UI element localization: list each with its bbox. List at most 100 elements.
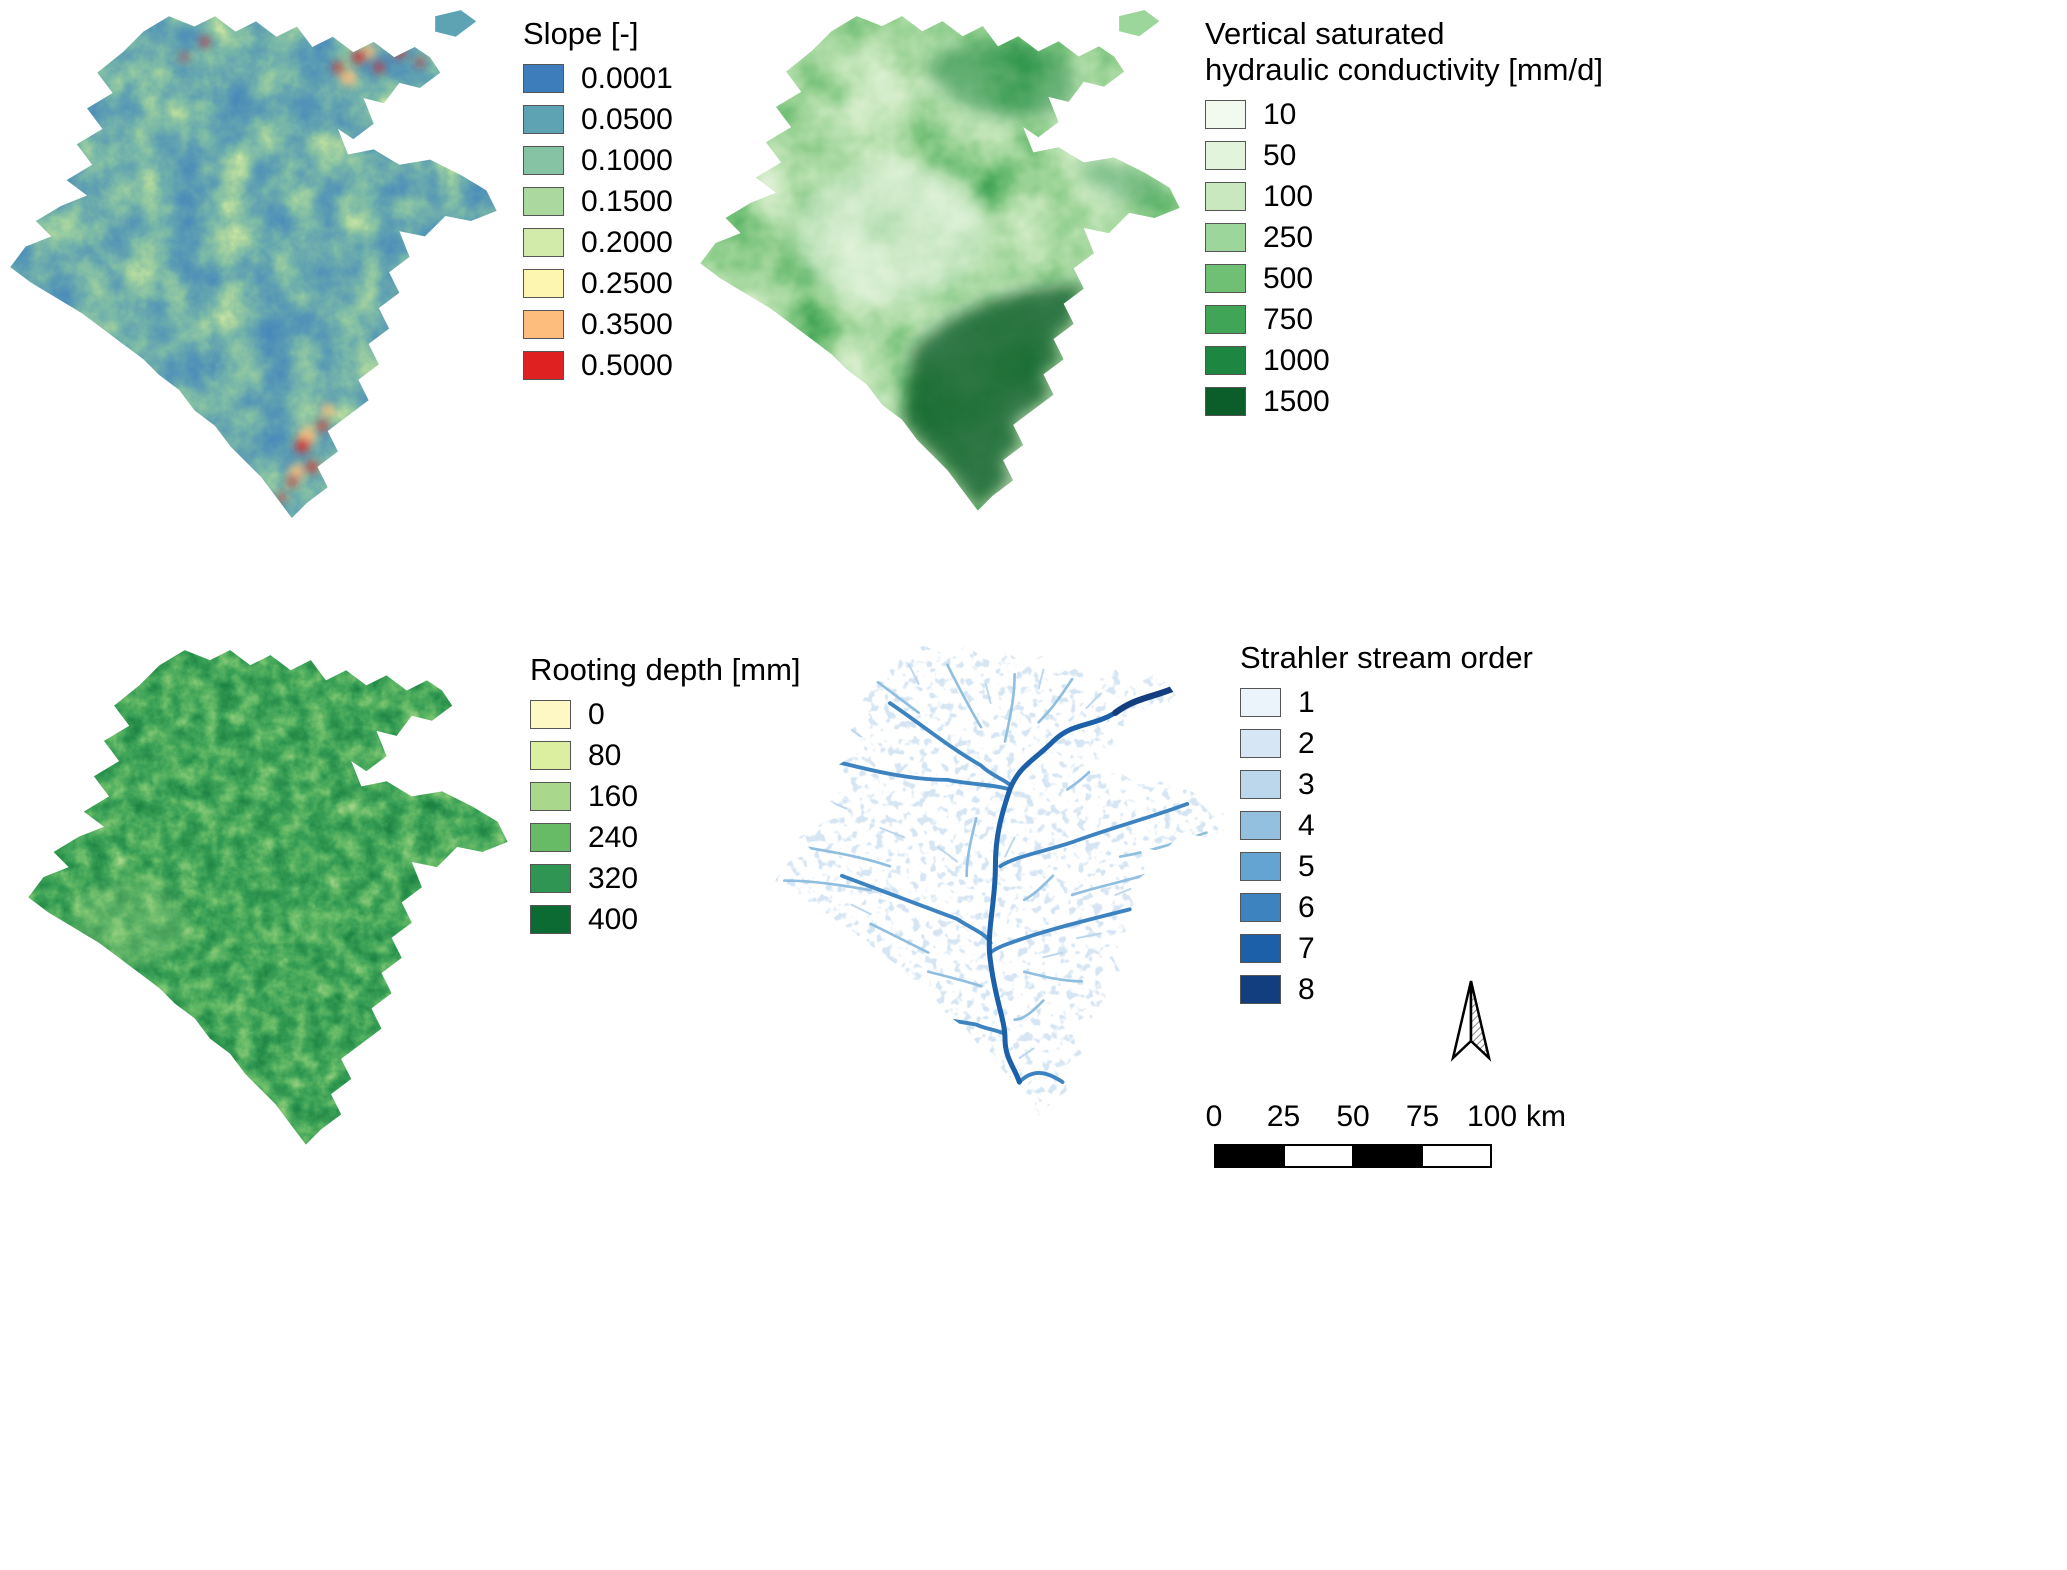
legend-class-row: 2 bbox=[1240, 726, 1533, 760]
legend-class-row: 0.2500 bbox=[523, 266, 673, 300]
legend-swatch bbox=[530, 782, 571, 811]
legend-class-row: 0.3500 bbox=[523, 307, 673, 341]
scale-tick-label: 0 bbox=[1205, 1100, 1223, 1133]
legend-swatch bbox=[523, 64, 564, 93]
legend-swatch bbox=[530, 823, 571, 852]
legend-swatch bbox=[523, 187, 564, 216]
legend-class-label: 4 bbox=[1298, 808, 1315, 842]
legend-class-row: 250 bbox=[1205, 220, 1603, 254]
legend-class-row: 1 bbox=[1240, 685, 1533, 719]
legend-swatch bbox=[523, 351, 564, 380]
legend-class-row: 8 bbox=[1240, 972, 1533, 1006]
legend-class-row: 240 bbox=[530, 820, 801, 854]
legend-swatch bbox=[1240, 811, 1281, 840]
legend-class-row: 0 bbox=[530, 698, 801, 731]
ksat-map bbox=[700, 10, 1180, 511]
scale-tick-label: 75 bbox=[1405, 1100, 1440, 1133]
legend-swatch bbox=[1240, 688, 1281, 717]
legend-class-row: 160 bbox=[530, 779, 801, 813]
legend-swatch bbox=[1205, 305, 1246, 334]
legend-class-row: 0.2000 bbox=[523, 226, 673, 259]
legend-swatch bbox=[1205, 346, 1246, 375]
legend-swatch bbox=[523, 146, 564, 175]
legend-class-label: 0.1500 bbox=[581, 184, 673, 218]
legend-class-row: 0.0500 bbox=[523, 102, 673, 136]
legend-class-row: 1500 bbox=[1205, 384, 1603, 418]
legend-class-row: 100 bbox=[1205, 179, 1603, 213]
legend-class-label: 1 bbox=[1298, 685, 1315, 719]
legend-class-label: 750 bbox=[1263, 302, 1314, 336]
legend-swatch bbox=[523, 310, 564, 339]
legend-class-label: 250 bbox=[1263, 220, 1314, 254]
scale-tick-label: 50 bbox=[1336, 1100, 1370, 1133]
scale-bar-boxes bbox=[1214, 1144, 1492, 1168]
legend-swatch bbox=[523, 269, 564, 298]
legend-swatch bbox=[1205, 182, 1246, 211]
legend-swatch bbox=[523, 105, 564, 134]
legend-swatch bbox=[1240, 893, 1281, 922]
ksat-map-island bbox=[1119, 10, 1160, 37]
legend-class-label: 0.1000 bbox=[581, 143, 673, 177]
legend-class-row: 0.1000 bbox=[523, 143, 673, 177]
legend-class-row: 6 bbox=[1240, 890, 1533, 924]
legend-class-row: 3 bbox=[1240, 767, 1533, 801]
legend-swatch bbox=[1240, 934, 1281, 963]
legend-class-label: 3 bbox=[1298, 767, 1315, 801]
legend-class-label: 0.5000 bbox=[581, 348, 673, 382]
legend-swatch bbox=[1205, 100, 1246, 129]
legend-class-label: 5 bbox=[1298, 849, 1315, 883]
ksat-light-center-patch bbox=[796, 162, 988, 304]
minor-streams-texture bbox=[774, 645, 1231, 1116]
legend-swatch bbox=[1205, 387, 1246, 416]
legend-class-label: 240 bbox=[588, 820, 639, 854]
scalebar-segment bbox=[1283, 1146, 1352, 1166]
scalebar-segment bbox=[1421, 1146, 1490, 1166]
legend-class-row: 10 bbox=[1205, 98, 1603, 131]
legend-class-label: 8 bbox=[1298, 972, 1315, 1006]
scale-tick-label: 25 bbox=[1266, 1100, 1301, 1133]
scale-tick-label: 100 bbox=[1466, 1100, 1518, 1133]
legend-class-row: 80 bbox=[530, 739, 801, 772]
legend-class-row: 5 bbox=[1240, 849, 1533, 883]
legend-class-label: 0.2500 bbox=[581, 266, 673, 300]
legend-class-label: 100 bbox=[1263, 179, 1314, 213]
legend-rooting-depth: Rooting depth [mm] 0 80 160 240 bbox=[530, 652, 801, 946]
legend-swatch bbox=[530, 741, 571, 770]
legend-swatch bbox=[523, 228, 564, 257]
legend-rooting-title: Rooting depth [mm] bbox=[530, 652, 801, 687]
legend-class-row: 7 bbox=[1240, 932, 1533, 965]
legend-class-row: 500 bbox=[1205, 262, 1603, 295]
legend-class-row: 4 bbox=[1240, 808, 1533, 842]
legend-class-row: 1000 bbox=[1205, 343, 1603, 377]
legend-class-row: 50 bbox=[1205, 138, 1603, 172]
legend-class-label: 2 bbox=[1298, 726, 1315, 760]
ksat-south-dark-patch bbox=[902, 283, 1084, 511]
legend-swatch bbox=[1240, 729, 1281, 758]
scale-bar-labels: 0 25 50 75 100 km bbox=[1206, 1100, 1566, 1138]
ksat-east-arm-patch bbox=[1083, 157, 1170, 208]
rooting-light-patch bbox=[73, 882, 185, 963]
legend-ksat-title: Vertical saturated hydraulic conductivit… bbox=[1205, 16, 1603, 87]
stream-order-map bbox=[774, 645, 1231, 1116]
legend-swatch bbox=[1240, 770, 1281, 799]
legend-class-row: 0.1500 bbox=[523, 184, 673, 218]
legend-swatch bbox=[530, 864, 571, 893]
legend-swatch bbox=[1205, 264, 1246, 293]
legend-strahler-title: Strahler stream order bbox=[1240, 640, 1533, 675]
scalebar-segment bbox=[1216, 1146, 1283, 1166]
legend-class-label: 0.0500 bbox=[581, 102, 673, 136]
legend-class-row: 0.0001 bbox=[523, 62, 673, 95]
legend-class-label: 6 bbox=[1298, 890, 1315, 924]
legend-class-label: 320 bbox=[588, 861, 639, 895]
legend-class-label: 160 bbox=[588, 779, 639, 813]
legend-slope: Slope [-] 0.0001 0.0500 0.1000 0.1500 bbox=[523, 16, 673, 392]
legend-class-label: 1000 bbox=[1263, 343, 1330, 377]
legend-class-label: 0.3500 bbox=[581, 307, 673, 341]
scale-unit-label: km bbox=[1526, 1100, 1566, 1133]
slope-map-island bbox=[435, 10, 477, 37]
rooting-depth-map bbox=[28, 650, 508, 1145]
legend-class-label: 50 bbox=[1263, 138, 1297, 172]
legend-ksat: Vertical saturated hydraulic conductivit… bbox=[1205, 16, 1603, 428]
legend-class-label: 1500 bbox=[1263, 384, 1330, 418]
